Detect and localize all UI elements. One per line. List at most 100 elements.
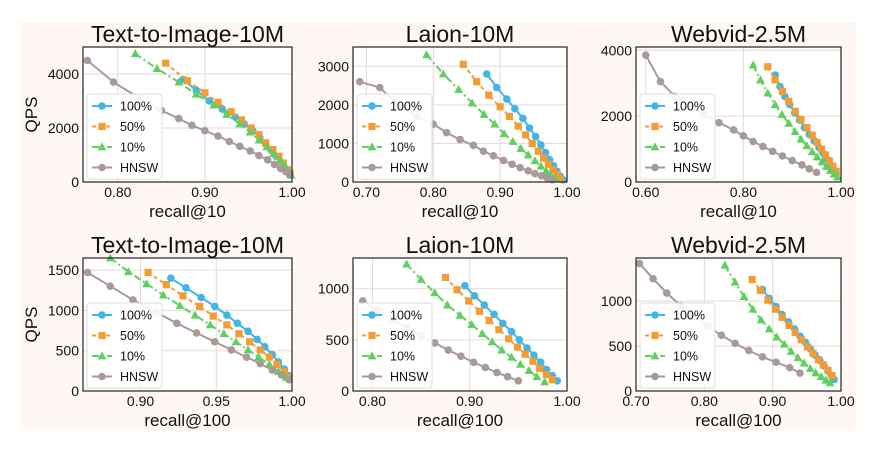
legend-label: 10%: [673, 141, 698, 155]
data-point: [255, 131, 263, 139]
data-point: [162, 59, 170, 67]
data-point: [524, 365, 534, 374]
data-point: [763, 88, 773, 97]
legend-label: 100%: [673, 309, 705, 323]
data-point: [152, 64, 162, 72]
data-point: [285, 375, 293, 384]
y-tick-label: 1500: [48, 262, 79, 278]
data-point: [524, 167, 533, 175]
x-tick-label: 0.80: [691, 393, 718, 409]
legend-label: HNSW: [390, 161, 428, 175]
data-point: [832, 167, 840, 176]
x-tick-label: 0.90: [759, 393, 786, 409]
legend-label: 50%: [390, 120, 415, 134]
legend-label: 10%: [390, 350, 415, 364]
data-point: [173, 319, 181, 328]
data-point: [503, 95, 511, 103]
legend-marker: [368, 102, 376, 110]
y-tick-label: 2000: [318, 97, 349, 113]
data-point: [83, 56, 92, 65]
data-point: [808, 131, 816, 139]
data-point: [416, 274, 426, 283]
legend-marker: [367, 351, 377, 360]
data-point: [816, 372, 826, 381]
legend-marker: [367, 142, 377, 151]
data-point: [541, 166, 551, 175]
data-point: [817, 145, 826, 153]
data-point: [475, 307, 484, 315]
data-point: [275, 152, 283, 160]
data-point: [531, 169, 539, 178]
data-point: [656, 77, 665, 86]
data-point: [214, 132, 222, 140]
legend-box: [86, 302, 163, 389]
data-point: [256, 359, 264, 368]
data-point: [461, 281, 469, 290]
panel-3: 0.60 0.80 1.00 0 2000 4000 Webvid-2.5M recall@1…: [601, 21, 855, 221]
y-axis-label: QPS: [22, 97, 41, 133]
data-point: [247, 124, 255, 132]
data-point: [532, 372, 542, 381]
data-point: [210, 338, 219, 346]
panel-5: 0.80 0.90 1.00 0 500 1000 Laion-10M recall@100 1…: [318, 232, 581, 430]
data-point: [662, 289, 671, 297]
data-point: [493, 368, 501, 377]
data-point: [514, 122, 522, 130]
data-point: [485, 316, 493, 325]
data-point: [791, 107, 799, 115]
x-tick-label: 0.80: [359, 393, 386, 409]
x-axis-label: recall@100: [144, 411, 230, 430]
data-point: [244, 327, 252, 336]
legend-marker: [98, 122, 106, 131]
chart-title: Webvid-2.5M: [671, 232, 806, 258]
data-point: [223, 311, 231, 320]
x-axis-label: recall@10: [422, 202, 499, 221]
x-tick-label: 0.80: [420, 184, 447, 200]
data-point: [778, 313, 786, 321]
chart-title: Laion-10M: [406, 232, 515, 258]
legend-marker: [368, 372, 376, 381]
legend-marker: [368, 163, 376, 172]
data-point: [530, 351, 538, 359]
data-point: [130, 49, 140, 58]
y-tick-label: 500: [609, 338, 633, 354]
data-point: [549, 166, 557, 174]
data-point: [715, 118, 723, 127]
data-point: [470, 292, 479, 300]
x-axis-label: recall@100: [695, 411, 781, 430]
y-tick-label: 0: [341, 383, 349, 399]
data-point: [182, 284, 190, 292]
axes-frame: [82, 257, 293, 392]
data-point: [553, 171, 561, 179]
x-tick-label: 0.70: [622, 393, 649, 409]
data-point: [256, 346, 264, 354]
legend: 100% 50% 10% HNSW: [639, 302, 716, 389]
data-point: [821, 151, 829, 159]
y-tick-label: 2000: [601, 108, 632, 124]
data-point: [223, 321, 231, 329]
data-point: [497, 345, 507, 354]
data-point: [803, 124, 811, 132]
data-point: [255, 151, 263, 160]
data-point: [444, 346, 453, 354]
legend-label: 50%: [673, 120, 698, 134]
data-point: [748, 304, 758, 313]
data-point: [144, 268, 152, 277]
data-point: [521, 350, 529, 358]
x-tick-label: 0.90: [127, 393, 154, 409]
data-point: [807, 147, 817, 156]
data-point: [796, 369, 804, 377]
data-point: [479, 109, 489, 118]
legend-marker: [98, 311, 106, 319]
data-point: [778, 87, 787, 96]
x-tick-label: 0.80: [104, 184, 131, 200]
data-point: [499, 319, 507, 328]
x-tick-label: 1.00: [827, 184, 854, 200]
data-point: [83, 268, 92, 277]
data-point: [764, 324, 774, 333]
data-point: [454, 84, 464, 93]
data-point: [455, 310, 465, 319]
data-point: [430, 339, 439, 347]
data-point: [487, 337, 497, 346]
data-point: [536, 358, 545, 367]
